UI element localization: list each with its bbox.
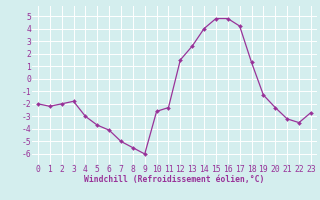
X-axis label: Windchill (Refroidissement éolien,°C): Windchill (Refroidissement éolien,°C) bbox=[84, 175, 265, 184]
